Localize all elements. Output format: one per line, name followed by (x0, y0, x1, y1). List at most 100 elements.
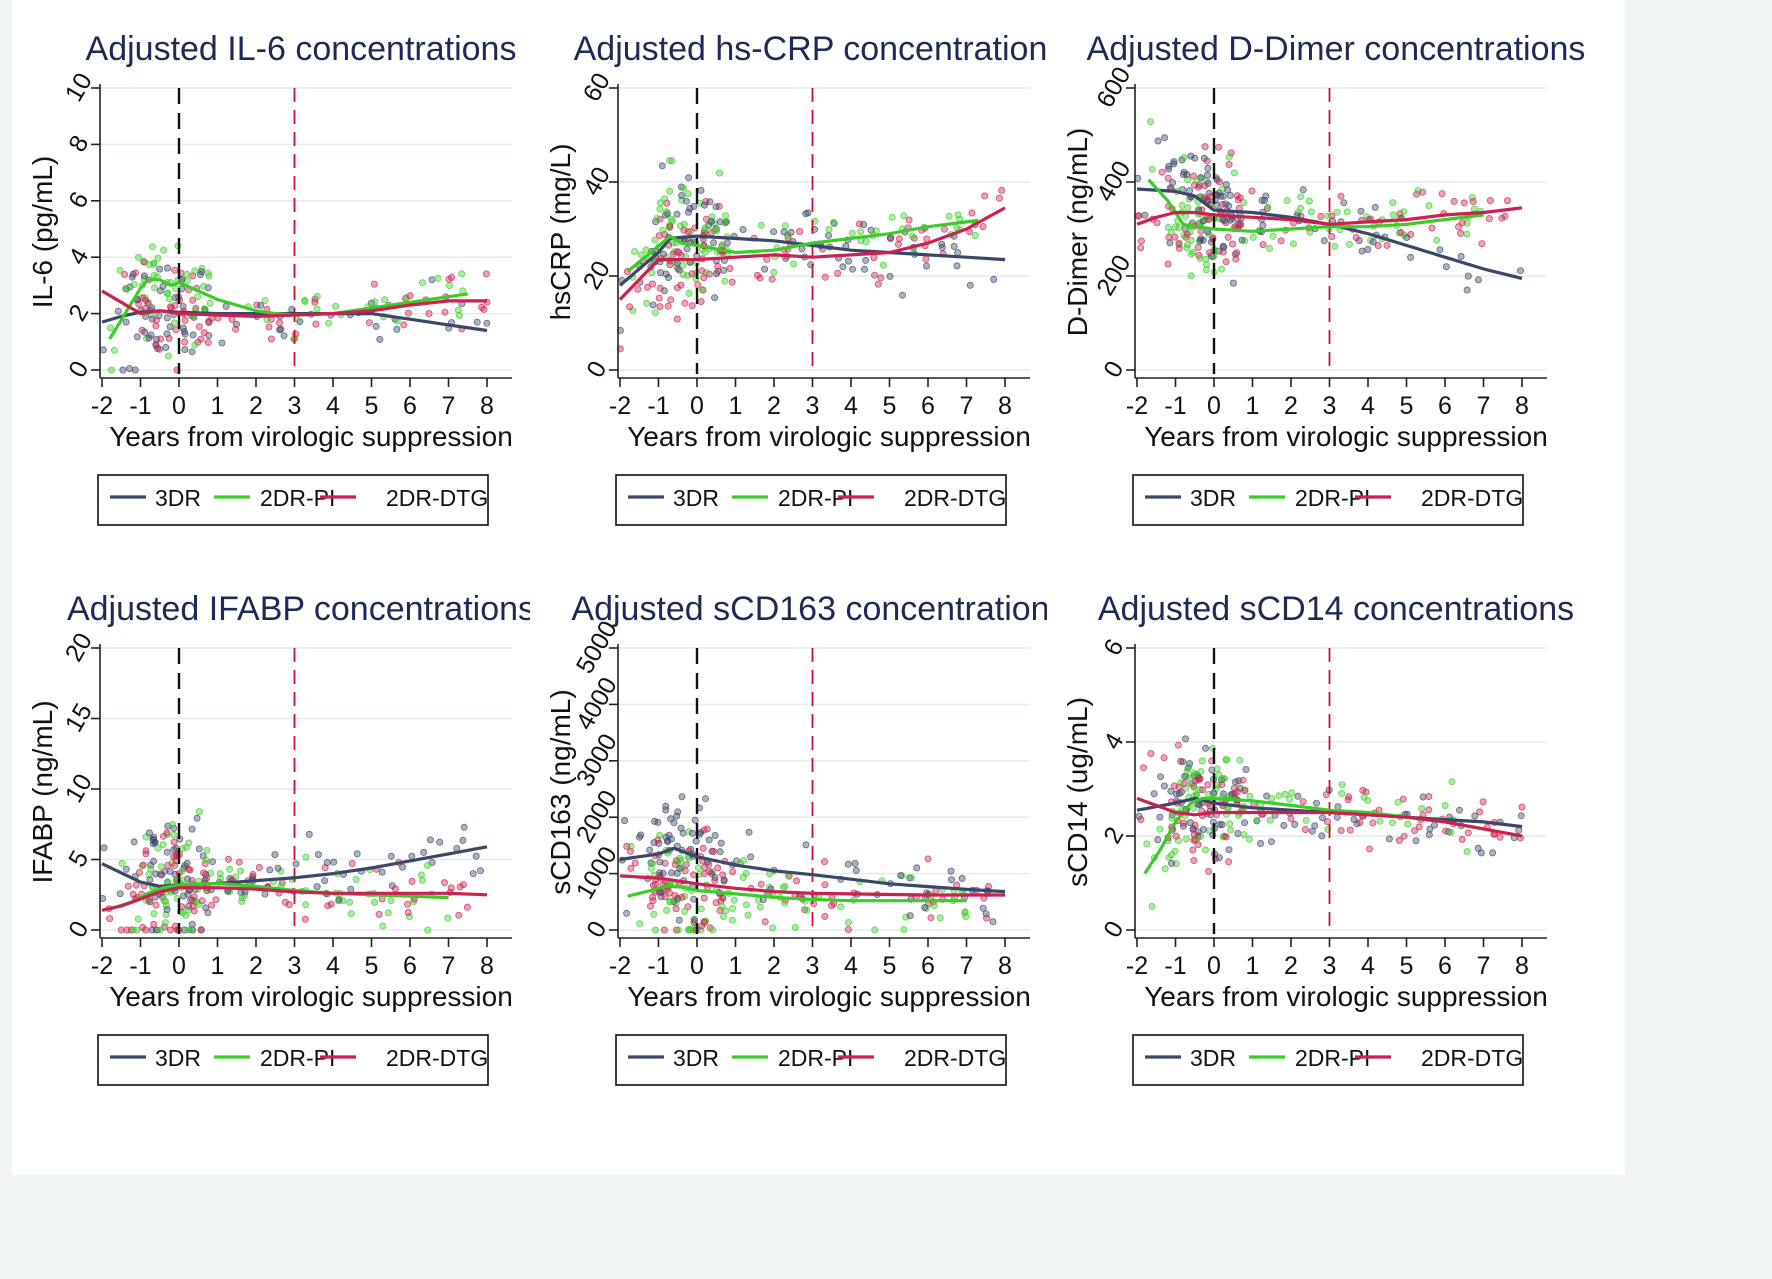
scatter-point-2dr-pi (1202, 260, 1210, 268)
scatter-point-2dr-dtg (404, 908, 412, 916)
scatter-point-2dr-pi (1189, 248, 1197, 256)
scatter-point-2dr-dtg (1199, 786, 1207, 794)
legend-box (1132, 1034, 1524, 1086)
scatter-point-2dr-dtg (834, 269, 842, 277)
scatter-point-3dr (1179, 758, 1187, 766)
scatter-point-2dr-dtg (757, 880, 765, 888)
x-tick-label: 6 (403, 952, 417, 980)
x-tick-label: 8 (1515, 392, 1529, 420)
scatter-point-2dr-pi (1324, 212, 1332, 220)
scatter-point-2dr-pi (183, 277, 191, 285)
scatter-point-2dr-dtg (1147, 749, 1155, 757)
scatter-point-2dr-pi (857, 228, 865, 236)
scatter-point-3dr (657, 269, 665, 277)
scatter-point-2dr-pi (728, 916, 736, 924)
series-line-2dr-dtg (1136, 206, 1523, 226)
chart-panel: Adjusted sCD14 concentrations 0 2 4 6 -2 -1 0 1 2… (1047, 560, 1625, 1175)
x-tick-label: 1 (729, 392, 743, 420)
scatter-point-2dr-pi (936, 914, 944, 922)
scatter-point-3dr (408, 852, 416, 860)
scatter-point-2dr-dtg (235, 858, 243, 866)
scatter-point-2dr-dtg (152, 901, 160, 909)
scatter-point-2dr-dtg (152, 341, 160, 349)
scatter-point-3dr (745, 828, 753, 836)
y-tick-label: 0 (1098, 916, 1129, 942)
scatter-point-2dr-pi (226, 865, 234, 873)
scatter-point-2dr-pi (1148, 902, 1156, 910)
scatter-point-2dr-pi (205, 272, 213, 280)
scatter-point-2dr-pi (900, 925, 908, 933)
scatter-point-3dr (947, 867, 955, 875)
scatter-point-2dr-dtg (664, 302, 672, 310)
scatter-point-2dr-pi (650, 910, 658, 918)
scatter-point-2dr-pi (1297, 204, 1305, 212)
scatter-point-2dr-dtg (681, 299, 689, 307)
scatter-point-2dr-pi (888, 213, 896, 221)
scatter-point-2dr-pi (130, 280, 138, 288)
y-tick-label: 20 (60, 628, 98, 666)
y-axis-label: sCD14 (ug/mL) (1062, 697, 1093, 887)
scatter-point-2dr-pi (1297, 193, 1305, 201)
scatter-point-3dr (646, 846, 654, 854)
scatter-point-2dr-dtg (700, 894, 708, 902)
scatter-point-2dr-dtg (132, 881, 140, 889)
scatter-point-2dr-pi (907, 874, 915, 882)
scatter-point-2dr-pi (742, 901, 750, 909)
legend-label-2dr-dtg: 2DR-DTG (386, 485, 488, 511)
scatter-point-2dr-dtg (726, 264, 734, 272)
scatter-point-2dr-dtg (1216, 178, 1224, 186)
legend-label-3dr: 3DR (155, 1045, 201, 1071)
scatter-point-2dr-pi (871, 926, 879, 934)
scatter-point-3dr (483, 319, 491, 327)
scatter-point-3dr (204, 909, 212, 917)
scatter-point-3dr (147, 331, 155, 339)
scatter-point-3dr (761, 265, 769, 273)
scatter-point-2dr-dtg (1201, 143, 1209, 151)
scatter-point-2dr-dtg (661, 893, 669, 901)
scatter-point-2dr-pi (238, 894, 246, 902)
scatter-point-3dr (662, 833, 670, 841)
scatter-point-2dr-dtg (204, 339, 212, 347)
scatter-point-3dr (218, 339, 226, 347)
scatter-point-2dr-dtg (649, 897, 657, 905)
y-axis-label: D-Dimer (ng/mL) (1062, 128, 1093, 336)
scatter-point-2dr-dtg (1134, 212, 1142, 220)
scatter-point-2dr-pi (718, 240, 726, 248)
scatter-point-2dr-dtg (694, 281, 702, 289)
scatter-point-3dr (1238, 236, 1246, 244)
scatter-point-2dr-pi (1264, 203, 1272, 211)
scatter-point-2dr-dtg (669, 250, 677, 258)
scatter-point-3dr (1385, 835, 1393, 843)
x-tick-label: 6 (1438, 952, 1452, 980)
scatter-point-3dr (376, 335, 384, 343)
scatter-point-2dr-pi (332, 302, 340, 310)
scatter-point-2dr-dtg (228, 315, 236, 323)
scatter-point-3dr (1203, 171, 1211, 179)
scatter-point-2dr-dtg (1496, 833, 1504, 841)
scatter-point-3dr (313, 883, 321, 891)
scatter-point-3dr (674, 808, 682, 816)
scatter-point-2dr-pi (1196, 254, 1204, 262)
scatter-point-2dr-dtg (121, 270, 129, 278)
scatter-point-2dr-dtg (142, 850, 150, 858)
scatter-point-3dr (208, 858, 216, 866)
scatter-point-3dr (1318, 832, 1326, 840)
scatter-point-2dr-dtg (312, 320, 320, 328)
scatter-point-2dr-dtg (1194, 183, 1202, 191)
x-tick-label: -2 (1126, 952, 1148, 980)
x-tick-label: -2 (609, 392, 631, 420)
legend-label-2dr-dtg: 2DR-DTG (904, 485, 1006, 511)
scatter-point-2dr-dtg (1137, 816, 1145, 824)
scatter-point-3dr (1166, 239, 1174, 247)
scatter-point-3dr (393, 325, 401, 333)
scatter-point-2dr-dtg (1479, 798, 1487, 806)
scatter-point-3dr (1311, 822, 1319, 830)
scatter-point-2dr-pi (148, 243, 156, 251)
series-line-2dr-dtg (101, 289, 487, 318)
x-tick-label: -2 (91, 952, 113, 980)
scatter-point-2dr-dtg (1248, 187, 1256, 195)
scatter-point-3dr (663, 837, 671, 845)
scatter-point-2dr-pi (1215, 771, 1223, 779)
scatter-point-3dr (1412, 837, 1420, 845)
scatter-point-2dr-pi (1219, 774, 1227, 782)
